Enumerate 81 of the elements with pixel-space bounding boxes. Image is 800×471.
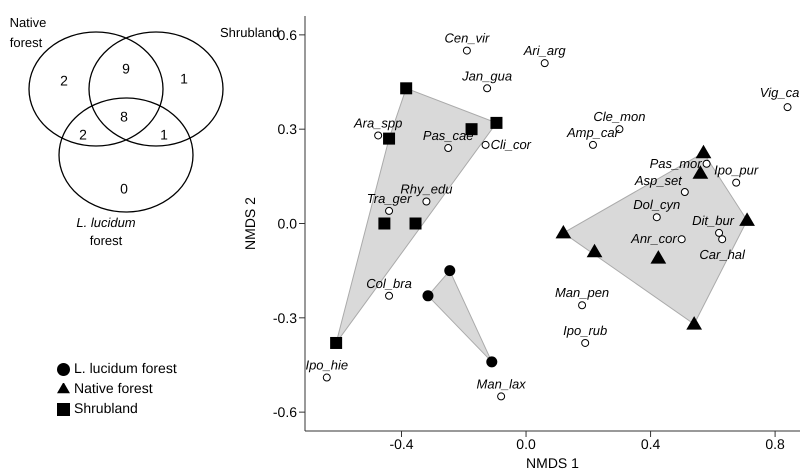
point: [587, 244, 602, 258]
point: [650, 250, 666, 264]
annotation: Dit_bur: [692, 212, 735, 228]
annotation: Ipo_pur: [714, 162, 759, 178]
annotation: Dol_cyn: [633, 197, 680, 212]
text: 1: [180, 70, 188, 87]
text: 1: [160, 126, 168, 143]
point: [482, 140, 490, 149]
point: [422, 290, 434, 302]
annotation: Cle_mon: [593, 109, 646, 124]
annotation: Anr_cor: [630, 231, 678, 246]
text: 2: [60, 72, 68, 89]
point: [400, 82, 412, 94]
point: [732, 178, 740, 187]
y-tick-label: 0.3: [278, 121, 298, 138]
point: [581, 338, 590, 347]
point: [374, 131, 382, 140]
text: Native forest: [10, 15, 46, 50]
point: [422, 197, 430, 206]
point: [385, 206, 394, 215]
point: [490, 116, 502, 129]
point: [678, 235, 686, 244]
point: [410, 218, 422, 230]
text: 2: [79, 126, 88, 143]
annotation: Ari_arg: [522, 43, 566, 58]
annotation: Ara_spp: [352, 115, 402, 130]
point: [740, 212, 755, 226]
text: 0: [120, 180, 128, 197]
point: [383, 132, 396, 145]
annotation: Ipo_hie: [305, 358, 348, 373]
annotation: Jan_gua: [461, 68, 512, 84]
point: [330, 336, 342, 349]
point: [378, 218, 390, 230]
point: [444, 265, 456, 276]
annotation: Man_lax: [476, 376, 526, 392]
legend-label: Native forest: [74, 380, 153, 396]
x-tick-label: 0.4: [640, 436, 661, 452]
annotation: Ipo_rub: [563, 322, 608, 338]
point: [483, 84, 492, 92]
annotation: Man_pen: [554, 285, 610, 300]
text: 8: [120, 108, 128, 125]
annotation: Car_hal: [699, 247, 746, 262]
point: [385, 292, 394, 300]
legend-label: Shrubland: [74, 400, 138, 416]
legend-label: L. lucidum forest: [74, 360, 177, 376]
point: [696, 145, 711, 158]
x-tick-label: 0.8: [765, 436, 786, 452]
point: [540, 59, 549, 68]
point: [652, 213, 661, 222]
point: [680, 188, 689, 196]
annotation: Amp_car: [566, 124, 620, 140]
y-tick-label: 0.0: [278, 215, 298, 232]
point: [556, 225, 571, 238]
text: L. lucidum forest: [76, 215, 136, 248]
point: [588, 140, 597, 149]
point: [486, 356, 498, 368]
text: Shrubland: [220, 25, 280, 40]
annotation: Asp_set: [634, 173, 684, 188]
y-axis-title: NMDS 2: [242, 196, 258, 250]
annotation: Cen_vir: [444, 30, 490, 46]
point: [462, 46, 471, 55]
y-tick-label: -0.3: [272, 310, 298, 326]
point: [718, 235, 726, 244]
x-tick-label: -0.4: [389, 436, 414, 452]
annotation: Pas_mor: [650, 156, 702, 171]
y-tick-label: -0.6: [272, 404, 298, 420]
annotation: Cli_cor: [490, 136, 532, 152]
x-tick-label: 0.0: [516, 436, 536, 452]
point: [715, 228, 724, 237]
point: [497, 392, 506, 400]
annotation: Col_bra: [366, 276, 412, 291]
text: 9: [122, 60, 130, 77]
point: [322, 374, 331, 382]
point: [578, 301, 586, 310]
point: [784, 103, 792, 112]
y-tick-label: 0.6: [278, 26, 298, 43]
point: [686, 316, 702, 330]
annotation: Vig_ca: [760, 85, 800, 100]
point: [444, 144, 452, 152]
x-axis-title: NMDS 1: [526, 455, 580, 471]
point: [702, 160, 711, 168]
